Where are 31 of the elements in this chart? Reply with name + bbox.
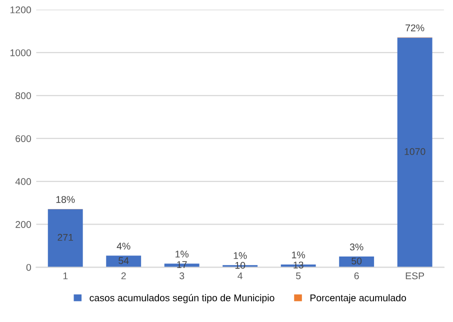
y-tick-label: 800 [16, 92, 31, 100]
y-tick-label: 600 [16, 135, 31, 142]
data-label: 1% [292, 252, 306, 258]
x-tick-label: 6 [354, 272, 359, 280]
x-tick-label: 2 [121, 272, 126, 280]
data-label: 72% [406, 24, 424, 32]
x-tick-label: 5 [296, 272, 301, 280]
data-label: 1070 [404, 148, 426, 156]
legend-label: casos acumulados según tipo de Municipio [90, 294, 274, 304]
data-label: 54 [118, 257, 129, 264]
data-label: 3% [350, 244, 364, 250]
x-tick-label: ESP [406, 272, 424, 280]
y-tick-label: 0 [26, 264, 31, 271]
y-tick-label: 1000 [10, 49, 31, 56]
data-label: 1% [176, 250, 189, 258]
bar [106, 256, 142, 268]
bar [397, 38, 432, 268]
bar [48, 209, 83, 268]
data-label: 50 [352, 258, 362, 265]
data-label: 1% [234, 252, 247, 259]
data-label: 271 [58, 234, 73, 241]
x-tick-label: 3 [180, 272, 184, 280]
data-label: 18% [56, 196, 75, 203]
x-tick-label: 1 [63, 272, 68, 280]
y-tick-label: 400 [15, 178, 31, 186]
data-label: 4% [116, 242, 130, 250]
bar [339, 256, 374, 268]
y-tick-label: 1200 [10, 6, 31, 14]
legend-label: Porcentaje acumulado [310, 294, 406, 304]
y-tick-label: 200 [16, 221, 31, 228]
x-tick-label: 4 [238, 272, 243, 280]
